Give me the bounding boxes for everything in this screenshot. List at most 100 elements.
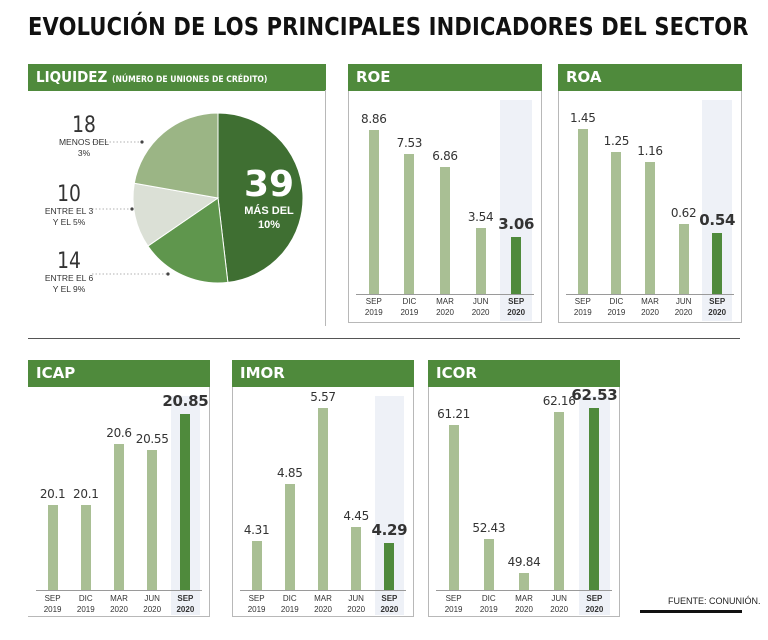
- icap-tick-label: SEP 2019: [33, 593, 73, 615]
- source-note: FUENTE: CONUNIÓN.: [668, 596, 761, 606]
- icor-value-label: 62.16: [542, 394, 576, 409]
- roa-tick-label: SEP 2019: [563, 296, 603, 318]
- imor-value-label: 4.45: [343, 508, 369, 523]
- pie-center-value: 39: [243, 164, 295, 205]
- icap-tick-year: 2019: [43, 605, 62, 614]
- imor-tick-label: SEP 2019: [237, 593, 277, 615]
- pie-leader-dot: [130, 207, 134, 211]
- icor-tick-label: DIC 2019: [469, 593, 509, 615]
- icap-bottom-border: [28, 616, 210, 617]
- icap-tick-month: JUN: [144, 594, 160, 603]
- icap-right-border: [209, 387, 210, 616]
- roa-bar: [678, 223, 689, 294]
- imor-bar: [284, 484, 295, 590]
- icap-tick-year: 2020: [143, 605, 162, 614]
- icor-tick-label: JUN 2020: [539, 593, 579, 615]
- icor-baseline: [436, 590, 612, 591]
- imor-tick-month: DIC: [282, 594, 297, 603]
- roe-bar: [368, 129, 379, 294]
- icap-tick-month: SEP: [177, 594, 194, 603]
- imor-tick-label: MAR 2020: [303, 593, 343, 615]
- imor-bar: [251, 541, 262, 590]
- roe-tick-label: JUN 2020: [461, 296, 501, 318]
- roe-bar: [404, 154, 415, 294]
- roe-bar: [440, 166, 450, 294]
- icor-bottom-border: [428, 616, 620, 617]
- roe-header: ROE: [348, 64, 542, 91]
- pie-label-value: 18: [72, 113, 96, 138]
- pie-leader-dot: [166, 272, 170, 276]
- roe-tick-month: SEP: [365, 297, 382, 306]
- icap-value-label: 20.6: [106, 426, 132, 441]
- imor-tick-year: 2020: [380, 605, 399, 614]
- imor-baseline: [240, 590, 406, 591]
- icap-bar: [47, 505, 58, 590]
- roa-tick-month: JUN: [675, 297, 692, 306]
- roa-value-label: 1.45: [570, 111, 596, 126]
- roa-tick-month: MAR: [641, 297, 659, 306]
- roe-bar: [475, 228, 486, 294]
- icor-value-label: 49.84: [507, 554, 541, 569]
- icap-tick-label: SEP 2020: [165, 593, 205, 615]
- pie-label-line2: 3%: [77, 148, 91, 158]
- imor-tick-year: 2019: [247, 605, 266, 614]
- roe-value-label: 7.53: [396, 136, 423, 151]
- roa-tick-year: 2019: [573, 308, 592, 317]
- icor-left-border: [428, 387, 429, 616]
- pie-label-line1: MENOS DEL: [58, 137, 110, 147]
- pie-slice-1: [147, 197, 229, 284]
- pie-label-value: 14: [57, 249, 81, 274]
- icor-value-label: 52.43: [472, 520, 506, 535]
- roa-bar: [645, 162, 655, 294]
- icor-tick-month: JUN: [551, 594, 567, 603]
- roa-left-border: [558, 91, 559, 322]
- icap-tick-month: SEP: [44, 594, 61, 603]
- icap-tick-month: DIC: [78, 594, 93, 603]
- icap-value-label: 20.1: [39, 487, 66, 502]
- icor-tick-label: SEP 2020: [574, 593, 614, 615]
- imor-value-label: 4.31: [243, 523, 270, 538]
- icap-header: ICAP: [28, 360, 210, 387]
- roe-tick-label: DIC 2019: [389, 296, 429, 318]
- icap-tick-month: MAR: [110, 594, 128, 603]
- icap-bar: [180, 414, 191, 590]
- icap-value-label: 20.55: [135, 432, 169, 447]
- icap-title: ICAP: [36, 364, 76, 382]
- pie-label-value: 10: [57, 182, 81, 207]
- roa-tick-year: 2020: [674, 308, 693, 317]
- imor-tick-year: 2020: [314, 605, 332, 614]
- icor-bar: [448, 424, 459, 590]
- icor-header: ICOR: [428, 360, 620, 387]
- pie-label-3-5: 10 ENTRE EL 3 Y EL 5%: [40, 184, 98, 228]
- roe-tick-year: 2019: [364, 308, 383, 317]
- imor-tick-label: SEP 2020: [369, 593, 409, 615]
- pie-label-line1: ENTRE EL 6: [44, 273, 94, 283]
- icor-tick-month: SEP: [445, 594, 462, 603]
- icor-value-label: 62.53: [571, 385, 618, 404]
- roe-baseline: [356, 294, 534, 295]
- pie-label-menos-3: 18 MENOS DEL 3%: [40, 115, 128, 159]
- liquidez-title: LIQUIDEZ: [36, 68, 108, 86]
- roa-bottom-border: [558, 322, 742, 323]
- icor-tick-month: DIC: [481, 594, 496, 603]
- roe-tick-month: DIC: [402, 297, 417, 306]
- roe-tick-month: MAR: [436, 297, 454, 306]
- icor-tick-label: SEP 2019: [434, 593, 474, 615]
- imor-bar: [318, 408, 328, 590]
- roa-right-border: [741, 91, 742, 322]
- roa-tick-label: DIC 2019: [596, 296, 636, 318]
- roe-title: ROE: [356, 68, 391, 86]
- roa-value-label: 1.16: [637, 144, 663, 159]
- roe-tick-year: 2019: [400, 308, 419, 317]
- icor-tick-label: MAR 2020: [504, 593, 544, 615]
- roe-tick-year: 2020: [471, 308, 490, 317]
- roe-right-border: [541, 91, 542, 322]
- icor-right-border: [619, 387, 620, 616]
- icap-baseline: [36, 590, 202, 591]
- icap-tick-year: 2020: [110, 605, 128, 614]
- pie-slice-2: [132, 182, 220, 247]
- roe-value-label: 3.54: [467, 210, 494, 225]
- icor-value-label: 61.21: [437, 406, 471, 421]
- roa-title: ROA: [566, 68, 602, 86]
- pie-slice-3: [133, 112, 219, 199]
